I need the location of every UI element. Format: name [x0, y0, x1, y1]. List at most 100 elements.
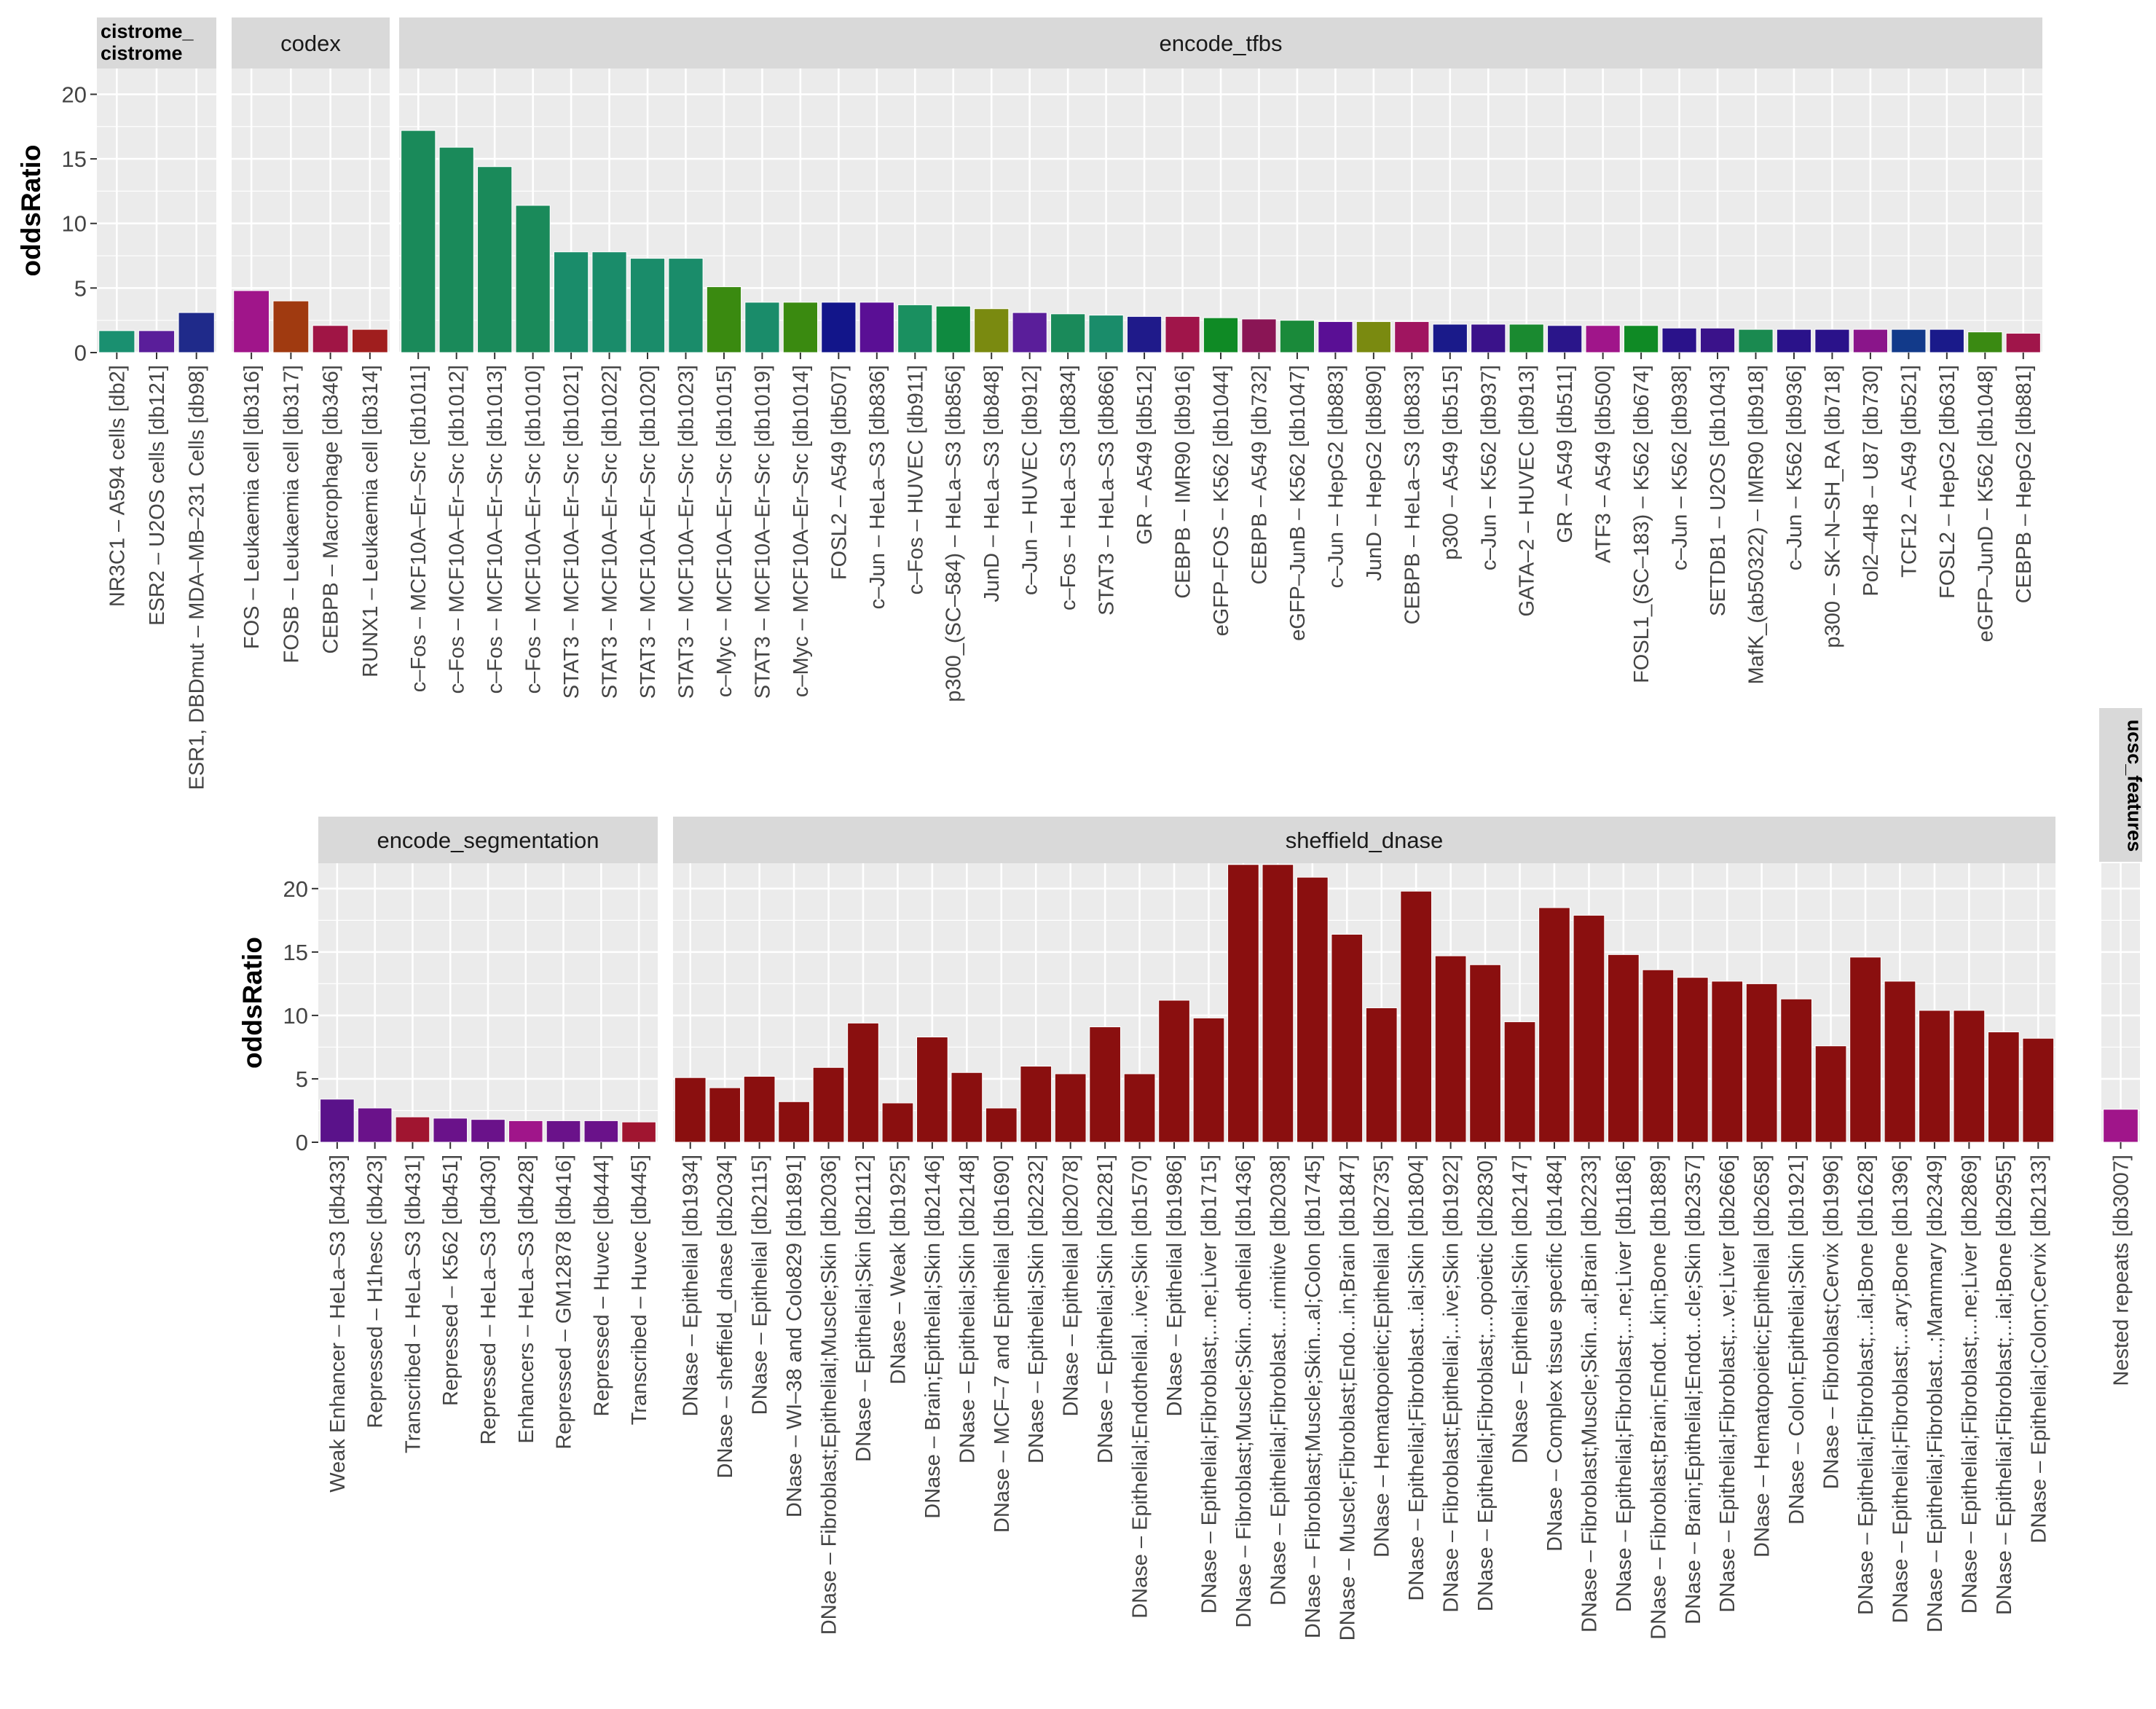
bar	[1711, 981, 1744, 1143]
facet-encode_tfbs: c–Fos – MCF10A–Er–Src [db1011] c–Fos – MC…	[399, 17, 2042, 702]
bar	[1126, 315, 1162, 353]
x-tick-label: JunD – HeLa–S3 [db848]	[980, 365, 1004, 602]
x-tick-label: DNase – Epithelial [db2078]	[1060, 1155, 1083, 1417]
x-tick-label: DNase – Epithelial;Fibroblast;...opoieti…	[1474, 1155, 1498, 1611]
bar	[1738, 329, 1774, 353]
facet-strip	[2099, 708, 2142, 862]
bar	[1365, 1007, 1398, 1143]
x-tick-label: DNase – Epithelial;Skin [db2281]	[1094, 1155, 1117, 1464]
facet-strip	[97, 17, 216, 68]
x-tick-label: CEBPB – Macrophage [db346]	[320, 365, 343, 654]
x-tick-label: Repressed – Huvec [db444]	[590, 1155, 613, 1417]
x-tick-label: CEBPB – IMR90 [db916]	[1172, 365, 1195, 599]
bar	[1503, 1021, 1536, 1143]
bar	[438, 146, 474, 353]
bar	[1987, 1032, 2020, 1143]
x-tick-label: Repressed – HeLa–S3 [db430]	[477, 1155, 500, 1445]
y-tick-label: 10	[283, 1003, 308, 1029]
bar	[1814, 1045, 1847, 1143]
x-tick-label: DNase – Epithelial;Skin [db2148]	[956, 1155, 979, 1464]
x-tick-label: Repressed – H1hesc [db423]	[364, 1155, 387, 1429]
x-tick-label: GR – A549 [db511]	[1554, 365, 1577, 543]
x-tick-label: DNase – Epithelial;Fibroblast...ial;Skin…	[1405, 1155, 1428, 1601]
bar	[744, 302, 780, 353]
bar	[1165, 315, 1200, 353]
bar	[1331, 933, 1364, 1143]
bar	[674, 1077, 707, 1143]
bar	[1394, 321, 1430, 353]
bar	[138, 330, 176, 353]
x-tick-label: CEBPB – HeLa–S3 [db833]	[1401, 365, 1424, 624]
y-tick-label: 5	[296, 1066, 308, 1092]
y-tick-label: 0	[296, 1130, 308, 1155]
x-tick-label: Enhancers – HeLa–S3 [db428]	[515, 1155, 538, 1444]
bar	[1279, 320, 1315, 353]
facet-strip-label: sheffield_dnase	[1286, 828, 1444, 853]
bar	[1849, 956, 1881, 1143]
bar	[1050, 313, 1086, 353]
bar	[351, 329, 388, 353]
bar	[515, 205, 551, 353]
x-tick-label: NR3C1 – A594 cells [db2]	[106, 365, 129, 607]
x-tick-label: STAT3 – MCF10A–Er–Src [db1021]	[560, 365, 583, 699]
panel-background	[673, 863, 2055, 1142]
x-tick-label: c–Fos – MCF10A–Er–Src [db1010]	[522, 365, 546, 694]
x-tick-label: GATA–2 – HUVEC [db913]	[1516, 365, 1539, 616]
bar	[1891, 329, 1927, 353]
facet-strip-label: codex	[280, 31, 341, 56]
bar	[1967, 331, 2003, 353]
x-tick-label: Pol2–4H8 – U87 [db730]	[1860, 365, 1883, 597]
bar	[1012, 312, 1047, 353]
bar	[233, 290, 270, 353]
x-tick-label: MafK_(ab50322) – IMR90 [db918]	[1745, 365, 1769, 685]
bar	[2103, 1109, 2139, 1143]
x-tick-label: DNase – Colon;Epithelial;Skin [db1921]	[1785, 1155, 1809, 1525]
x-tick-label: DNase – Brain;Epithelial;Endot...cle;Ski…	[1682, 1155, 1705, 1624]
x-tick-label: DNase – Epithelial;Skin [db2112]	[852, 1155, 876, 1462]
x-tick-label: DNase – Hematopoietic;Epithelial [db2658…	[1751, 1155, 1774, 1557]
facet-strip	[399, 17, 2042, 68]
bar	[621, 1121, 656, 1143]
x-tick-label: DNase – Epithelial;Skin [db2147]	[1509, 1155, 1533, 1464]
x-tick-label: DNase – Epithelial;Fibroblast;...ary;Bon…	[1889, 1155, 1912, 1623]
bar	[1929, 329, 1964, 353]
bar	[98, 330, 135, 353]
bar	[2022, 1037, 2055, 1143]
bar	[1776, 329, 1812, 353]
facet-cistrome_cistrome: NR3C1 – A594 cells [db2] ESR2 – U2OS cell…	[16, 17, 216, 790]
bar	[897, 304, 933, 353]
x-tick-label: DNase – Epithelial;Fibroblast;...ne;Live…	[1197, 1155, 1221, 1614]
facet-strip-label: ucsc_features	[2124, 720, 2146, 852]
bar	[1852, 329, 1889, 353]
bar	[629, 258, 666, 353]
bar	[974, 308, 1010, 353]
x-tick-label: STAT3 – MCF10A–Er–Src [db1022]	[599, 365, 622, 699]
x-tick-label: Nested repeats [db3007]	[2110, 1155, 2133, 1386]
y-tick-label: 20	[283, 876, 308, 902]
x-tick-label: CEBPB – A549 [db732]	[1248, 365, 1271, 585]
x-tick-label: DNase – Fibroblast;Muscle;Skin...al;Brai…	[1578, 1155, 1601, 1633]
x-tick-label: DNase – Epithelial;Fibroblast...;Mammary…	[1924, 1155, 1947, 1633]
bar	[401, 130, 436, 353]
x-tick-label: TCF12 – A549 [db521]	[1897, 365, 1921, 578]
bar	[178, 312, 215, 353]
x-tick-label: DNase – Weak [db1925]	[886, 1155, 910, 1384]
bar	[1661, 327, 1697, 353]
bar	[357, 1107, 393, 1143]
bar	[320, 1099, 355, 1143]
x-tick-label: DNase – Fibroblast;Epithelial;Muscle;Ski…	[818, 1155, 841, 1635]
x-tick-label: DNase – Complex tissue specific [db1484]	[1543, 1155, 1567, 1552]
x-tick-label: DNase – Muscle;Fibroblast;Endo...in;Brai…	[1336, 1155, 1359, 1641]
y-tick-label: 5	[74, 275, 87, 301]
bar	[1241, 318, 1277, 353]
x-tick-label: eGFP–FOS – K562 [db1044]	[1210, 365, 1233, 636]
bar	[1089, 1026, 1121, 1143]
x-tick-label: c–Fos – MCF10A–Er–Src [db1012]	[446, 365, 469, 694]
x-tick-label: DNase – Epithelial;Fibroblast;...ne;Live…	[1958, 1155, 1981, 1614]
x-tick-label: DNase – Epithelial [db1986]	[1163, 1155, 1187, 1417]
bar	[1123, 1073, 1156, 1143]
bar	[272, 300, 310, 353]
x-tick-label: FOS – Leukaemia cell [db316]	[240, 365, 264, 649]
x-tick-label: c–Fos – HUVEC [db911]	[904, 365, 927, 594]
